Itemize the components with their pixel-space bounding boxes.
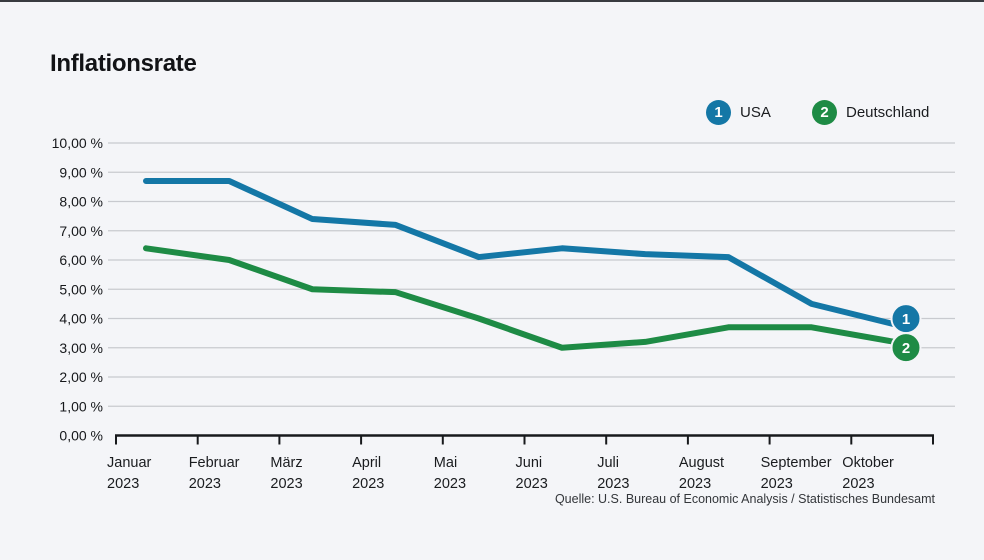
source-note: Quelle: U.S. Bureau of Economic Analysis… [554,492,935,506]
window-top-border [0,0,984,2]
legend-item-usa: 1 USA [706,99,771,125]
y-axis-tick-label: 10,00 % [52,135,103,151]
series-line-usa [143,178,898,328]
x-axis-label: Juli 2023 [597,455,629,492]
y-axis-tick-label: 2,00 % [59,369,103,385]
y-axis-tick-label: 4,00 % [59,311,103,327]
x-axis-label: Oktober 2023 [842,455,894,492]
legend-item-deutschland: 2 Deutschland [812,99,929,125]
legend-label-deutschland: Deutschland [846,103,930,121]
legend-badge-1-icon: 1 [706,99,731,125]
x-axis-label: September 2023 [761,455,832,492]
y-axis-tick-label: 6,00 % [59,252,103,268]
y-axis-tick-label: 0,00 % [59,428,103,444]
x-axis-label: April 2023 [352,455,384,492]
page-title: Inflationsrate [50,50,197,77]
y-axis-tick-label: 9,00 % [59,164,103,180]
series-end-badge-2-icon [890,332,922,364]
legend-badge-2-icon: 2 [812,99,837,125]
legend-label-usa: USA [740,103,771,121]
x-axis-label: Mai 2023 [434,455,466,492]
x-axis-label: Juni 2023 [516,455,548,492]
y-axis-tick-label: 8,00 % [59,194,103,210]
y-axis-tick-label: 1,00 % [59,398,103,414]
y-axis-tick-label: 5,00 % [59,281,103,297]
series-end-badge-number: 1 [902,311,910,328]
chart-legend: 1 USA 2 Deutschland [0,99,940,127]
y-axis-tick-label: 3,00 % [59,340,103,356]
x-axis-label: Januar 2023 [107,455,152,492]
y-axis-tick-label: 7,00 % [59,223,103,239]
series-end-badge-number: 2 [902,340,910,357]
series-line-deutschland [143,245,898,351]
x-axis-label: Februar 2023 [189,455,240,492]
x-axis-label: August 2023 [679,455,724,492]
x-axis-label: März 2023 [270,455,302,492]
